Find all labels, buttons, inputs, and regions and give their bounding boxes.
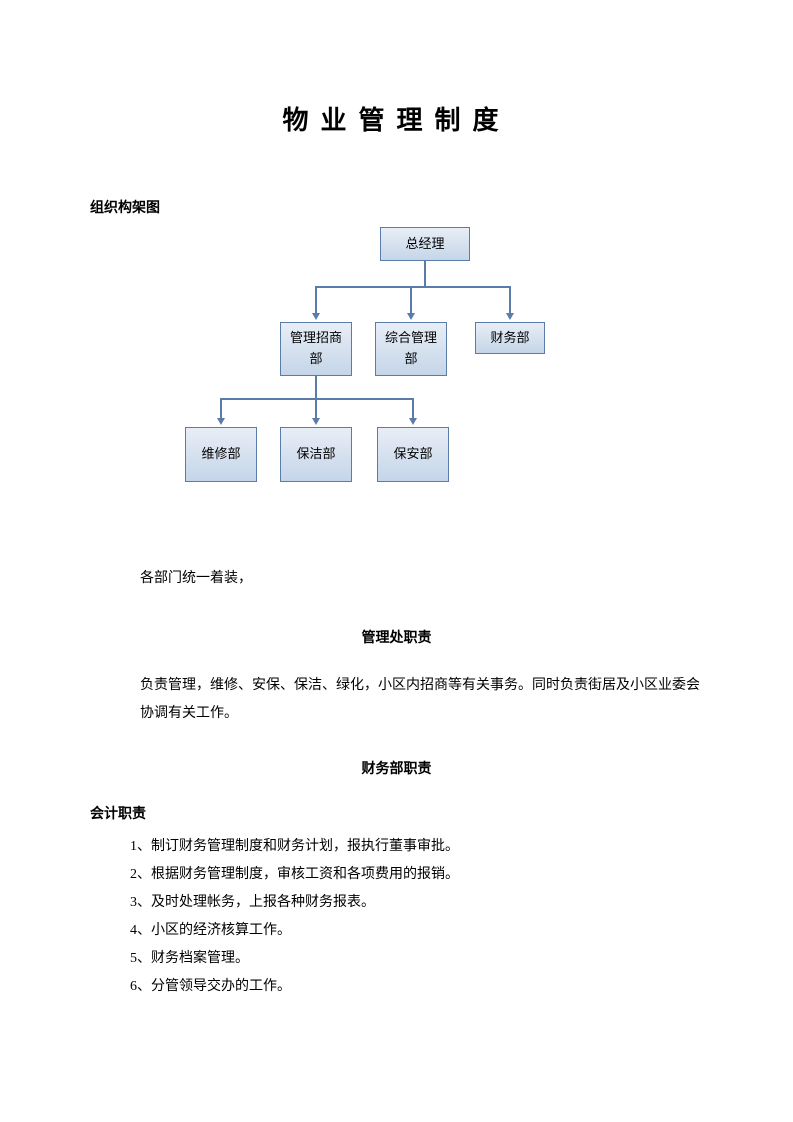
connector [220,398,222,420]
page-title: 物业管理制度 [90,100,703,137]
connector [424,261,426,286]
arrowhead-icon [312,418,320,425]
node-management-recruit: 管理招商部 [280,322,352,376]
accounting-list: 1、制订财务管理制度和财务计划，报执行董事审批。 2、根据财务管理制度，审核工资… [130,833,703,1001]
arrowhead-icon [409,418,417,425]
section-heading-mgmt: 管理处职责 [90,627,703,647]
connector [412,398,414,420]
connector [220,398,414,400]
node-root: 总经理 [380,227,470,261]
list-item: 1、制订财务管理制度和财务计划，报执行董事审批。 [130,833,703,861]
arrowhead-icon [506,313,514,320]
arrowhead-icon [312,313,320,320]
list-item: 3、及时处理帐务，上报各种财务报表。 [130,889,703,917]
sub-heading-accounting: 会计职责 [90,803,703,823]
connector [315,286,511,288]
document-page: 物业管理制度 组织构架图 总经理 管理招商部 综合管理部 财务部 维修部 保洁部… [0,0,793,1122]
connector [410,286,412,315]
list-item: 5、财务档案管理。 [130,945,703,973]
node-security: 保安部 [377,427,449,482]
list-item: 2、根据财务管理制度，审核工资和各项费用的报销。 [130,861,703,889]
node-comprehensive-mgmt: 综合管理部 [375,322,447,376]
list-item: 6、分管领导交办的工作。 [130,973,703,1001]
connector [315,286,317,315]
connector [509,286,511,315]
arrowhead-icon [407,313,415,320]
section-heading-finance: 财务部职责 [90,758,703,778]
connector [315,398,317,420]
list-item: 4、小区的经济核算工作。 [130,917,703,945]
node-cleaning: 保洁部 [280,427,352,482]
section-body-mgmt: 负责管理，维修、安保、保洁、绿化，小区内招商等有关事务。同时负责街居及小区业委会… [140,672,703,728]
node-maintenance: 维修部 [185,427,257,482]
connector [315,376,317,398]
node-finance: 财务部 [475,322,545,354]
org-chart: 总经理 管理招商部 综合管理部 财务部 维修部 保洁部 保安部 [90,227,703,537]
arrowhead-icon [217,418,225,425]
uniform-note: 各部门统一着装， [140,567,703,587]
org-chart-label: 组织构架图 [90,197,703,217]
